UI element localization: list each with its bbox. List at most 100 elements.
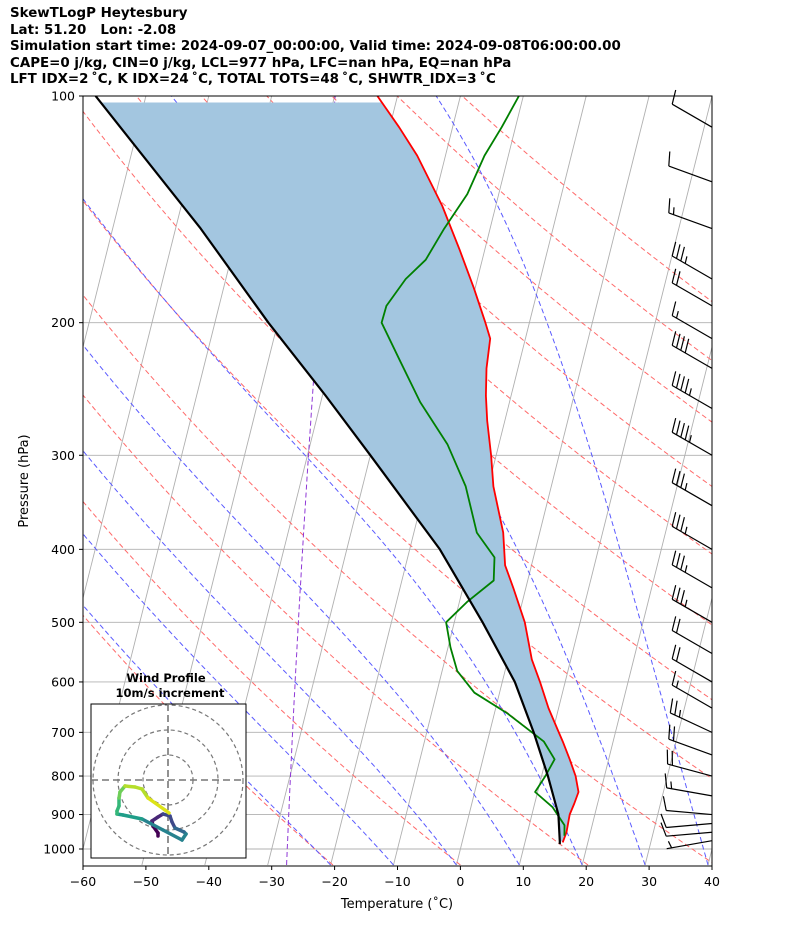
wind-barb [671, 550, 713, 589]
barb-full [675, 618, 681, 634]
barb-staff [668, 165, 713, 183]
wind-barb [662, 796, 713, 816]
barb-full [680, 336, 685, 351]
barb-staff [666, 822, 713, 829]
barb-staff [671, 658, 713, 683]
barb-half [684, 526, 688, 535]
barb-full [671, 89, 677, 105]
wind-barb [666, 749, 713, 777]
barb-full [660, 813, 667, 828]
moist-adiabat [83, 604, 331, 866]
barb-full [671, 268, 677, 284]
barb-full [671, 371, 677, 386]
indices-line: LFT IDX=2 ˚C, K IDX=24 ˚C, TOTAL TOTS=48… [10, 72, 496, 87]
barb-full [671, 512, 677, 527]
barb-staff [666, 831, 713, 837]
isotherm-gridline [83, 96, 210, 600]
barb-full [671, 585, 677, 600]
isotherm-gridline [644, 596, 712, 866]
wind-barb [671, 268, 713, 307]
barb-full [675, 587, 681, 602]
wind-barb [671, 585, 713, 623]
hodograph-segment [163, 808, 171, 815]
barb-full [671, 468, 677, 483]
wind-barb [666, 840, 713, 850]
barb-staff [668, 212, 713, 230]
barb-staff [671, 564, 713, 589]
barb-full [669, 698, 674, 713]
chart-title: SkewTLogP Heytesbury [10, 6, 188, 21]
barb-full [680, 555, 685, 571]
barb-staff [668, 738, 713, 756]
y-tick-label: 900 [51, 807, 75, 822]
dry-adiabat [83, 614, 334, 866]
temperature-profile [376, 96, 580, 843]
moist-adiabat [83, 449, 457, 866]
wind-barb [671, 468, 713, 507]
barb-full [680, 517, 685, 532]
barb-full [671, 616, 677, 631]
x-tick-label: −40 [196, 874, 222, 889]
wind-barb [671, 301, 713, 340]
barb-half [688, 435, 692, 443]
hodograph-segment [140, 817, 165, 832]
wind-barb [660, 822, 713, 837]
wind-barb [668, 724, 713, 756]
wind-barb [671, 512, 713, 550]
y-tick-label: 300 [51, 448, 75, 463]
wind-barb [671, 331, 713, 369]
dry-adiabat [331, 96, 712, 423]
y-tick-label: 100 [51, 89, 75, 104]
barb-full [671, 550, 677, 566]
barb-staff [671, 684, 713, 709]
isotherm-gridline [581, 345, 712, 866]
barb-staff [666, 840, 713, 850]
dry-adiabat [201, 96, 712, 555]
barb-half [675, 680, 679, 688]
data-layer [94, 96, 580, 845]
x-tick-label: −60 [70, 874, 96, 889]
barb-full [680, 422, 685, 438]
chart-title-block: SkewTLogP Heytesbury Lat: 51.20 Lon: -2.0… [10, 6, 621, 89]
barb-full [684, 378, 690, 394]
barb-staff [667, 763, 713, 777]
isotherm-gridline [83, 96, 84, 98]
simulation-time-line: Simulation start time: 2024-09-07_00:00:… [10, 39, 621, 54]
wind-barb [671, 616, 713, 655]
x-axis-label: Temperature (˚C) [340, 896, 453, 912]
x-tick-label: −20 [321, 874, 347, 889]
barb-full [675, 553, 681, 568]
barb-staff [671, 344, 713, 369]
barb-staff [671, 384, 713, 409]
hodograph-segment [146, 796, 167, 812]
barb-staff [666, 787, 713, 797]
barb-full [668, 151, 671, 167]
x-tick-label: −30 [259, 874, 285, 889]
barb-full [680, 246, 685, 262]
wind-barb [671, 241, 713, 280]
dry-adiabat [83, 110, 712, 701]
barb-full [675, 470, 681, 486]
moist-adiabat [435, 96, 709, 866]
barb-half [675, 310, 679, 319]
wind-barb [660, 813, 713, 829]
mixing-ratio-line [286, 96, 336, 866]
hodograph-segment [121, 813, 144, 821]
barb-half [667, 841, 673, 849]
barb-half [670, 781, 673, 789]
y-tick-label: 600 [51, 674, 75, 689]
barb-staff [671, 255, 713, 280]
barb-full [675, 333, 681, 349]
wind-profile-inset: Wind Profile 10m/s increment [90, 671, 247, 859]
y-tick-label: 500 [51, 615, 75, 630]
hodograph-segment [140, 787, 150, 800]
barb-full [672, 726, 676, 741]
barb-full [675, 373, 681, 389]
wind-barb [668, 198, 713, 230]
barb-half [684, 482, 688, 491]
barb-full [671, 644, 677, 660]
barb-full [660, 822, 667, 837]
wind-barb [668, 151, 713, 183]
